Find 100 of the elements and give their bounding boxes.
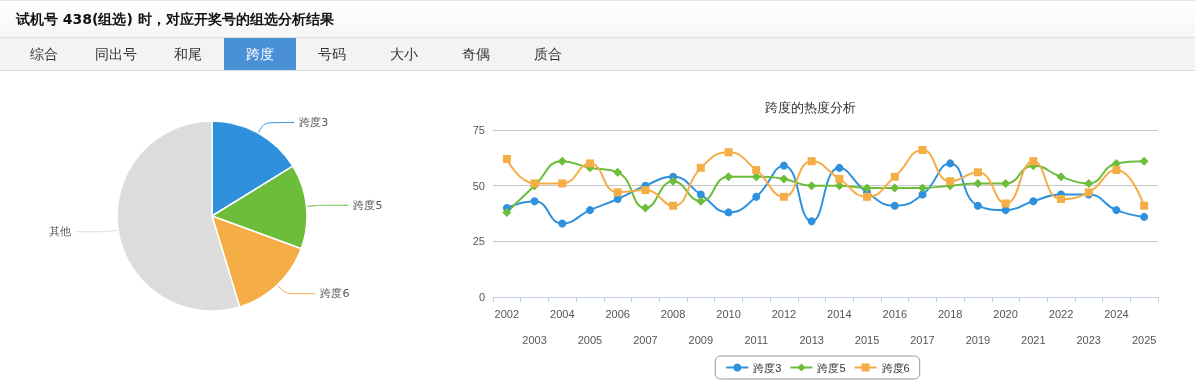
point xyxy=(1056,172,1066,182)
point xyxy=(585,206,594,215)
text: 试机号 438(组选) 时，对应开奖号的组选分析结果 xyxy=(0,0,1195,38)
point xyxy=(502,154,511,163)
point xyxy=(696,163,705,172)
point xyxy=(613,167,623,177)
x-tick-label: 2024 xyxy=(1104,308,1129,320)
x-tick-label: 2019 xyxy=(965,334,991,346)
point xyxy=(752,192,761,201)
point xyxy=(779,174,789,184)
slice-label: 跨度3 xyxy=(299,116,329,130)
point xyxy=(696,196,706,206)
point xyxy=(946,177,955,186)
legend-label: 跨度5 xyxy=(817,361,846,374)
point xyxy=(1140,201,1149,210)
point xyxy=(1001,199,1010,208)
point xyxy=(1001,206,1010,215)
text: 综合 xyxy=(29,45,59,64)
slice-label: 跨度5 xyxy=(353,198,383,212)
point xyxy=(613,188,622,197)
legend-label: 跨度6 xyxy=(881,361,910,374)
point xyxy=(863,192,872,201)
point xyxy=(779,161,788,170)
point xyxy=(918,146,927,155)
x-tick-label: 2004 xyxy=(550,308,575,320)
text: 号码 xyxy=(317,45,347,64)
x-tick-label: 2017 xyxy=(910,334,935,346)
point xyxy=(973,201,982,210)
point xyxy=(835,174,844,183)
x-tick-label: 2021 xyxy=(1021,334,1046,346)
point xyxy=(1029,197,1038,206)
point xyxy=(918,190,927,199)
point xyxy=(557,156,567,166)
point xyxy=(1112,206,1121,215)
point xyxy=(530,197,539,206)
point xyxy=(1057,195,1066,204)
text: 大小 xyxy=(389,45,419,64)
point xyxy=(1111,158,1121,168)
text: 同出号 xyxy=(94,45,138,64)
point xyxy=(1001,178,1011,188)
x-tick-label: 2023 xyxy=(1076,334,1101,346)
point xyxy=(613,195,622,204)
text: 跨度 xyxy=(224,38,296,70)
chart-title: 跨度的热度分析 xyxy=(764,100,856,115)
x-tick-label: 2011 xyxy=(744,334,769,346)
x-tick-label: 2013 xyxy=(799,334,824,346)
slice-label: 跨度6 xyxy=(320,287,350,301)
point xyxy=(669,201,678,210)
point xyxy=(668,176,678,186)
point xyxy=(1139,156,1149,166)
x-tick-label: 2012 xyxy=(771,308,797,320)
point xyxy=(558,179,567,188)
x-tick-label: 2014 xyxy=(827,308,852,320)
text: 质合 xyxy=(533,45,563,64)
point xyxy=(862,183,872,193)
point xyxy=(1084,178,1094,188)
x-tick-label: 2015 xyxy=(854,334,880,346)
y-tick-label: 25 xyxy=(472,235,485,248)
point xyxy=(1112,166,1121,175)
x-tick-label: 2025 xyxy=(1131,334,1157,346)
point xyxy=(890,172,899,181)
point xyxy=(558,219,567,228)
x-tick-label: 2010 xyxy=(716,308,741,320)
point xyxy=(1029,157,1038,166)
point xyxy=(807,217,816,226)
point xyxy=(973,168,982,177)
x-tick-label: 2016 xyxy=(882,308,908,320)
x-tick-label: 2002 xyxy=(494,308,520,320)
y-tick-label: 75 xyxy=(472,124,485,136)
x-tick-label: 2018 xyxy=(937,308,963,320)
point xyxy=(890,183,900,193)
point xyxy=(502,207,512,217)
point xyxy=(807,157,816,166)
x-tick-label: 2007 xyxy=(633,334,658,346)
point xyxy=(779,192,788,201)
point xyxy=(641,186,650,195)
point xyxy=(724,148,733,157)
y-tick-label: 0 xyxy=(478,291,485,303)
point xyxy=(946,159,955,168)
point xyxy=(752,166,761,175)
point xyxy=(890,201,899,210)
x-tick-label: 2008 xyxy=(660,308,686,320)
x-tick-label: 2005 xyxy=(577,334,603,346)
x-tick-label: 2022 xyxy=(1048,308,1074,320)
text: 和尾 xyxy=(173,45,203,64)
point xyxy=(585,159,594,168)
point xyxy=(807,181,817,191)
point xyxy=(724,208,733,217)
x-tick-label: 2003 xyxy=(522,334,547,346)
text: 奇偶 xyxy=(461,45,491,64)
x-tick-label: 2006 xyxy=(605,308,630,320)
legend-label: 跨度3 xyxy=(753,361,782,374)
y-tick-label: 50 xyxy=(472,179,485,192)
point xyxy=(835,163,844,172)
x-tick-label: 2020 xyxy=(993,308,1018,320)
slice-label: 其他 xyxy=(49,225,72,239)
point xyxy=(640,203,650,213)
point xyxy=(1140,212,1149,221)
x-tick-label: 2009 xyxy=(688,334,714,346)
point xyxy=(724,172,734,182)
